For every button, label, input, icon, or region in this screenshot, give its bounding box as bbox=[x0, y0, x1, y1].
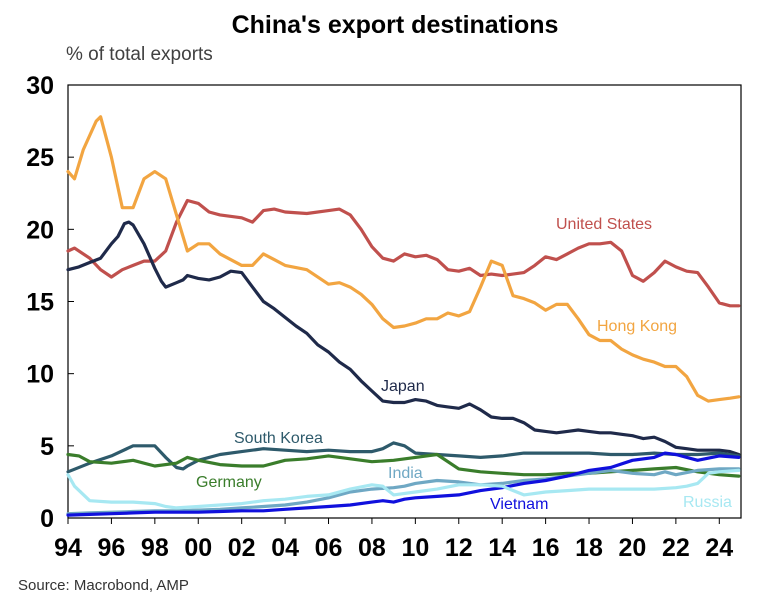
y-tick-label: 30 bbox=[26, 72, 54, 100]
series-label-hong-kong: Hong Kong bbox=[597, 318, 677, 335]
series-line-united-states bbox=[66, 198, 741, 308]
y-tick-label: 25 bbox=[26, 144, 54, 172]
series-label-united-states: United States bbox=[556, 216, 652, 233]
series-line-russia bbox=[66, 468, 741, 510]
series-line-vietnam bbox=[66, 451, 741, 517]
series-line-hong-kong bbox=[66, 115, 741, 403]
y-tick-label: 15 bbox=[26, 289, 54, 317]
x-tick-label: 20 bbox=[619, 534, 647, 562]
series-label-south-korea: South Korea bbox=[234, 430, 323, 447]
x-tick-label: 94 bbox=[54, 534, 82, 562]
series-label-india: India bbox=[388, 465, 423, 482]
y-tick-label: 20 bbox=[26, 216, 54, 244]
x-tick-label: 04 bbox=[271, 534, 299, 562]
x-tick-label: 96 bbox=[98, 534, 126, 562]
x-tick-label: 16 bbox=[532, 534, 560, 562]
y-tick-label: 10 bbox=[26, 361, 54, 389]
series-label-germany: Germany bbox=[196, 474, 262, 491]
series-lines bbox=[66, 115, 741, 517]
y-tick-label: 5 bbox=[40, 433, 54, 461]
x-tick-label: 00 bbox=[184, 534, 212, 562]
x-tick-label: 24 bbox=[705, 534, 733, 562]
series-line-japan bbox=[66, 220, 741, 457]
source-note: Source: Macrobond, AMP bbox=[18, 577, 189, 594]
chart-title: China's export destinations bbox=[232, 11, 559, 39]
series-labels: United States Hong Kong Japan South Kore… bbox=[196, 216, 732, 513]
x-tick-label: 22 bbox=[662, 534, 690, 562]
y-tick-label: 0 bbox=[40, 505, 54, 533]
x-tick-label: 08 bbox=[358, 534, 386, 562]
x-tick-label: 12 bbox=[445, 534, 473, 562]
series-label-japan: Japan bbox=[381, 378, 425, 395]
x-tick-label: 06 bbox=[315, 534, 343, 562]
x-tick-label: 98 bbox=[141, 534, 169, 562]
y-axis-label: % of total exports bbox=[66, 44, 213, 65]
plot-area bbox=[67, 84, 742, 519]
x-tick-label: 14 bbox=[488, 534, 516, 562]
series-line-india bbox=[66, 467, 741, 516]
x-axis: 94 96 98 00 02 04 06 08 10 12 14 16 18 20 22 24 bbox=[54, 518, 733, 562]
x-tick-label: 02 bbox=[228, 534, 256, 562]
series-label-vietnam: Vietnam bbox=[490, 496, 548, 513]
x-tick-label: 18 bbox=[575, 534, 603, 562]
series-line-south-korea bbox=[66, 441, 741, 474]
x-tick-label: 10 bbox=[401, 534, 429, 562]
series-label-russia: Russia bbox=[683, 494, 732, 511]
y-axis: 0 5 10 15 20 25 30 bbox=[26, 72, 74, 533]
